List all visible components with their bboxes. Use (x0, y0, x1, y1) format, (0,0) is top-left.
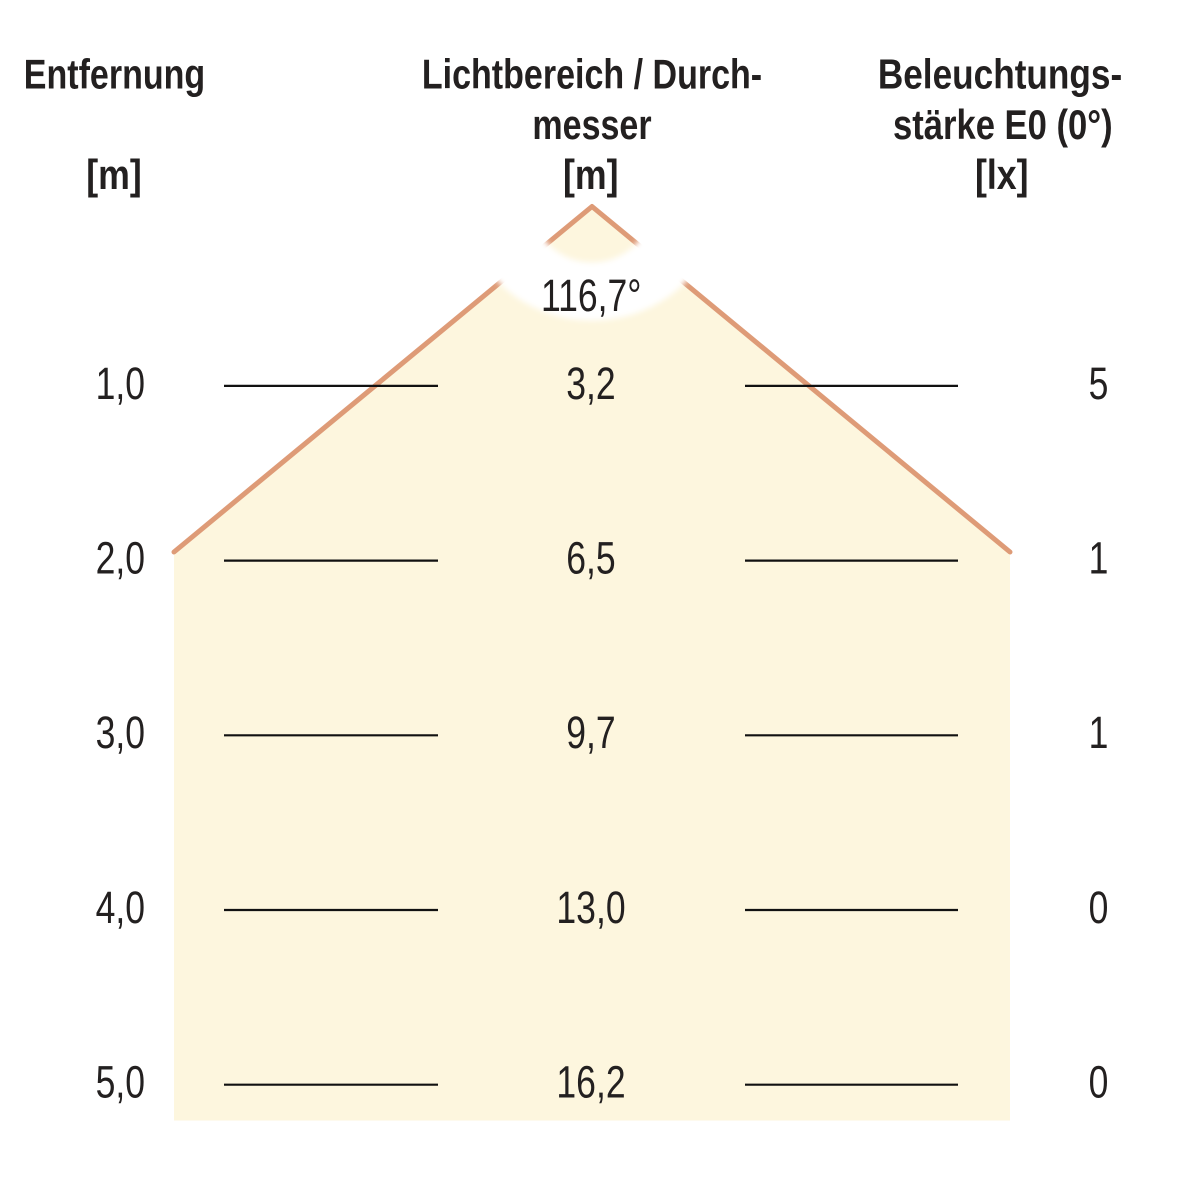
svg-text:1: 1 (1089, 532, 1109, 583)
svg-text:5,0: 5,0 (96, 1057, 145, 1108)
svg-text:6,5: 6,5 (566, 532, 615, 583)
svg-text:9,7: 9,7 (566, 707, 615, 758)
svg-text:5: 5 (1089, 358, 1109, 409)
svg-text:3,2: 3,2 (566, 358, 615, 409)
svg-text:[lx]: [lx] (975, 152, 1029, 198)
svg-text:messer: messer (532, 103, 651, 149)
svg-text:0: 0 (1089, 1057, 1109, 1108)
svg-text:0: 0 (1089, 882, 1109, 933)
svg-text:116,7°: 116,7° (541, 270, 642, 321)
svg-text:13,0: 13,0 (556, 882, 625, 933)
svg-text:3,0: 3,0 (96, 707, 145, 758)
svg-text:4,0: 4,0 (96, 882, 145, 933)
svg-text:16,2: 16,2 (556, 1057, 625, 1108)
svg-text:stärke E0 (0°): stärke E0 (0°) (893, 102, 1113, 149)
svg-text:Beleuchtungs-: Beleuchtungs- (878, 52, 1122, 98)
svg-text:2,0: 2,0 (96, 532, 145, 583)
svg-text:1: 1 (1089, 707, 1109, 758)
svg-text:1,0: 1,0 (96, 358, 145, 409)
svg-text:Lichtbereich / Durch-: Lichtbereich / Durch- (422, 53, 762, 99)
svg-text:Entfernung: Entfernung (24, 53, 205, 99)
svg-text:[m]: [m] (86, 152, 141, 198)
svg-text:[m]: [m] (563, 152, 618, 198)
